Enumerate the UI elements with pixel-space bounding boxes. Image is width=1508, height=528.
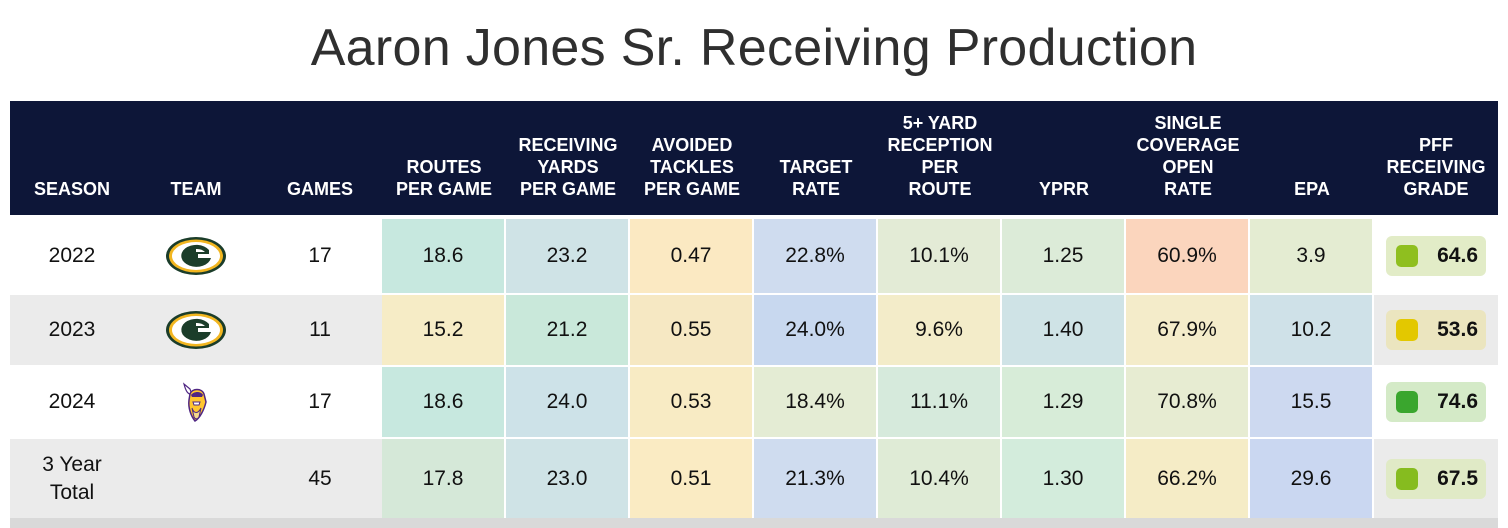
table-header: SEASON TEAM GAMES ROUTES PER GAME RECEIV… xyxy=(10,101,1498,215)
header-target-rate: TARGET RATE xyxy=(779,157,853,199)
team-cell xyxy=(134,295,258,365)
header-season: SEASON xyxy=(33,179,111,199)
season-cell: 2022 xyxy=(48,244,96,267)
yprr-cell: 1.30 xyxy=(1002,439,1126,519)
team-cell xyxy=(134,367,258,437)
grade-badge: 67.5 xyxy=(1386,459,1486,499)
five-yard-reception-per-route-cell: 9.6% xyxy=(878,295,1002,365)
packers-logo-icon xyxy=(166,311,226,349)
target-rate-cell: 22.8% xyxy=(754,219,878,293)
vikings-logo-icon xyxy=(182,382,207,422)
grade-badge: 74.6 xyxy=(1386,382,1486,422)
grade-color-icon xyxy=(1396,245,1418,267)
header-receiving-yards: RECEIVING YARDS PER GAME xyxy=(518,135,618,199)
receiving-yards-per-game-cell: 23.0 xyxy=(506,439,630,519)
avoided-tackles-per-game-cell: 0.51 xyxy=(630,439,754,519)
grade-value: 64.6 xyxy=(1437,244,1478,267)
grade-value: 53.6 xyxy=(1437,318,1478,341)
routes-per-game-cell: 17.8 xyxy=(382,439,506,519)
games-cell: 45 xyxy=(308,467,332,490)
table-row: 2024 17 18.6 24.0 0.53 18.4% 11.1% 1.29 70.8% 15.… xyxy=(10,367,1498,437)
season-cell: 2024 xyxy=(48,390,96,413)
grade-color-icon xyxy=(1396,319,1418,341)
routes-per-game-cell: 15.2 xyxy=(382,295,506,365)
header-five-yard: 5+ YARD RECEPTION PER ROUTE xyxy=(887,113,993,199)
header-grade: PFF RECEIVING GRADE xyxy=(1386,135,1486,199)
table-row: 2023 11 15.2 21.2 0.55 24.0% 9.6% 1.40 67.9% 10.2… xyxy=(10,295,1498,365)
receiving-yards-per-game-cell: 24.0 xyxy=(506,367,630,437)
stats-table: SEASON TEAM GAMES ROUTES PER GAME RECEIV… xyxy=(10,101,1498,519)
header-games: GAMES xyxy=(286,179,353,199)
table-row: 2022 17 18.6 23.2 0.47 22.8% 10.1% 1.25 60.9% 3.9… xyxy=(10,219,1498,293)
games-cell: 11 xyxy=(309,318,331,341)
target-rate-cell: 24.0% xyxy=(754,295,878,365)
receiving-yards-per-game-cell: 23.2 xyxy=(506,219,630,293)
page-title: Aaron Jones Sr. Receiving Production xyxy=(310,19,1198,77)
epa-cell: 3.9 xyxy=(1250,219,1374,293)
epa-cell: 10.2 xyxy=(1250,295,1374,365)
header-epa: EPA xyxy=(1294,179,1330,199)
grade-cell: 67.5 xyxy=(1374,439,1498,519)
grade-value: 74.6 xyxy=(1437,390,1478,413)
target-rate-cell: 21.3% xyxy=(754,439,878,519)
epa-cell: 15.5 xyxy=(1250,367,1374,437)
grade-cell: 74.6 xyxy=(1374,367,1498,437)
header-team: TEAM xyxy=(170,179,222,199)
table-footer-bar xyxy=(10,518,1498,528)
grade-cell: 64.6 xyxy=(1374,219,1498,293)
avoided-tackles-per-game-cell: 0.47 xyxy=(630,219,754,293)
grade-value: 67.5 xyxy=(1437,467,1478,490)
grade-badge: 64.6 xyxy=(1386,236,1486,276)
packers-logo-icon xyxy=(166,237,226,275)
five-yard-reception-per-route-cell: 10.4% xyxy=(878,439,1002,519)
single-coverage-open-rate-cell: 67.9% xyxy=(1126,295,1250,365)
receiving-yards-per-game-cell: 21.2 xyxy=(506,295,630,365)
grade-cell: 53.6 xyxy=(1374,295,1498,365)
header-routes: ROUTES PER GAME xyxy=(395,157,492,199)
season-cell: 3 Year Total xyxy=(42,453,102,504)
games-cell: 17 xyxy=(308,390,332,413)
yprr-cell: 1.25 xyxy=(1002,219,1126,293)
routes-per-game-cell: 18.6 xyxy=(382,219,506,293)
five-yard-reception-per-route-cell: 11.1% xyxy=(878,367,1002,437)
team-cell xyxy=(134,219,258,293)
header-avoided-tackles: AVOIDED TACKLES PER GAME xyxy=(643,135,740,199)
grade-color-icon xyxy=(1396,468,1418,490)
header-single-coverage: SINGLE COVERAGE OPEN RATE xyxy=(1136,113,1240,199)
avoided-tackles-per-game-cell: 0.53 xyxy=(630,367,754,437)
table-row: 3 Year Total 45 17.8 23.0 0.51 21.3% 10.4% 1.30… xyxy=(10,439,1498,519)
target-rate-cell: 18.4% xyxy=(754,367,878,437)
single-coverage-open-rate-cell: 70.8% xyxy=(1126,367,1250,437)
routes-per-game-cell: 18.6 xyxy=(382,367,506,437)
header-yprr: YPRR xyxy=(1038,179,1089,199)
team-cell xyxy=(134,439,258,519)
season-cell: 2023 xyxy=(48,318,96,341)
epa-cell: 29.6 xyxy=(1250,439,1374,519)
grade-badge: 53.6 xyxy=(1386,310,1486,350)
avoided-tackles-per-game-cell: 0.55 xyxy=(630,295,754,365)
five-yard-reception-per-route-cell: 10.1% xyxy=(878,219,1002,293)
grade-color-icon xyxy=(1396,391,1418,413)
yprr-cell: 1.40 xyxy=(1002,295,1126,365)
single-coverage-open-rate-cell: 60.9% xyxy=(1126,219,1250,293)
games-cell: 17 xyxy=(308,244,332,267)
single-coverage-open-rate-cell: 66.2% xyxy=(1126,439,1250,519)
yprr-cell: 1.29 xyxy=(1002,367,1126,437)
